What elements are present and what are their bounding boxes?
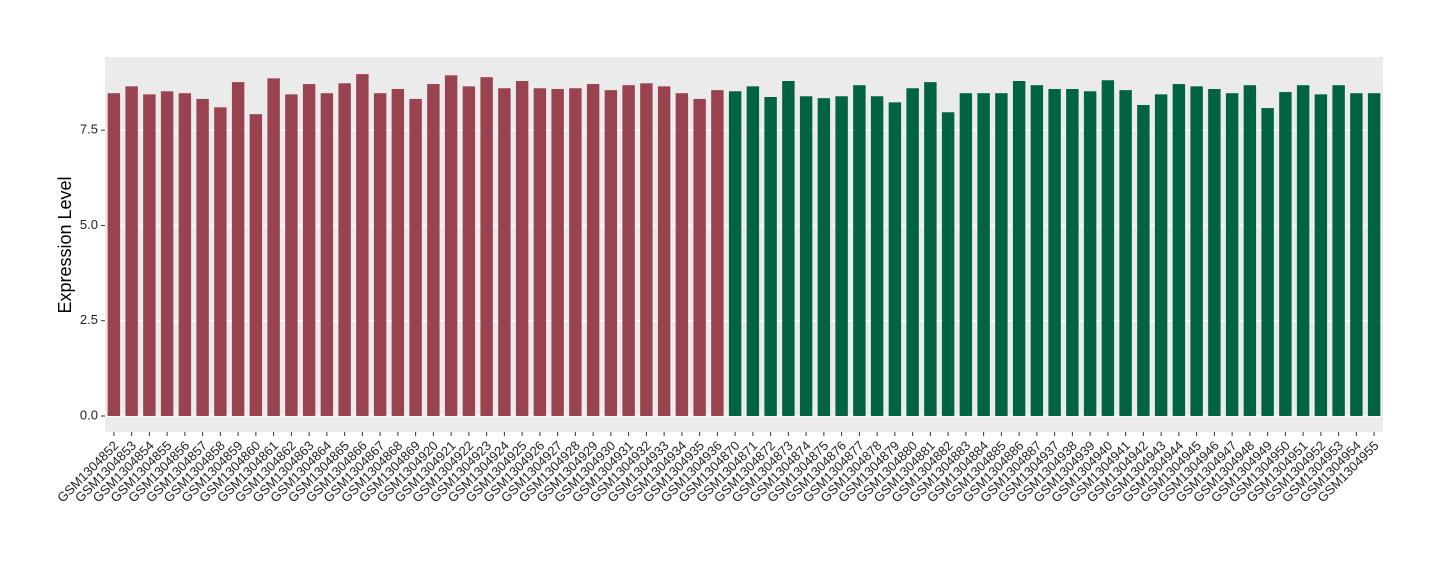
bar	[728, 91, 742, 416]
bar	[107, 93, 121, 416]
bar	[1314, 94, 1328, 416]
bar	[675, 93, 689, 416]
bar	[249, 114, 263, 416]
bar	[746, 86, 760, 416]
bar	[764, 97, 777, 416]
bar	[302, 84, 316, 416]
bar	[657, 86, 671, 416]
bar	[214, 107, 227, 416]
bar	[693, 98, 706, 416]
y-axis-title: Expression Level	[55, 176, 75, 313]
bar	[835, 96, 848, 416]
bar	[143, 94, 156, 416]
bar	[1030, 85, 1044, 416]
bar	[196, 98, 209, 416]
bar	[480, 77, 493, 416]
bar	[569, 88, 582, 416]
y-tick-label: 2.5	[80, 312, 98, 327]
bar	[853, 85, 866, 416]
bar	[1012, 81, 1026, 416]
bar	[1119, 90, 1132, 416]
bar	[1296, 85, 1310, 416]
bar	[409, 98, 422, 416]
bar	[888, 102, 902, 416]
bar	[1350, 93, 1363, 416]
bar	[1154, 94, 1168, 416]
bar	[924, 82, 937, 416]
bar	[1172, 84, 1186, 416]
bar	[1261, 108, 1274, 416]
bar	[1137, 105, 1150, 416]
bar	[462, 86, 476, 416]
bar	[533, 88, 547, 416]
bar	[977, 93, 990, 416]
y-tick-label: 0.0	[80, 407, 98, 422]
bar	[356, 74, 369, 416]
plot-background	[105, 57, 1383, 432]
bar	[586, 84, 600, 416]
bar	[870, 96, 884, 416]
bar	[1243, 85, 1257, 416]
bar	[498, 88, 511, 416]
bar	[959, 93, 973, 416]
bar	[267, 78, 280, 416]
bar	[391, 89, 405, 416]
bar	[604, 90, 618, 416]
y-tick-label: 5.0	[80, 217, 98, 232]
bar	[178, 93, 192, 416]
bar	[515, 81, 529, 416]
bar	[1101, 80, 1115, 416]
bar	[941, 112, 955, 416]
bar	[799, 96, 813, 416]
bar	[640, 83, 653, 416]
bar	[817, 98, 831, 416]
bar	[995, 93, 1008, 416]
bar	[1083, 91, 1097, 416]
bar	[125, 86, 138, 416]
bar	[231, 82, 245, 416]
y-tick-label: 7.5	[80, 122, 98, 137]
bar	[160, 91, 174, 416]
bar	[622, 85, 635, 416]
bar	[1279, 92, 1292, 416]
bar	[551, 89, 564, 416]
bar	[338, 83, 351, 416]
bar	[1048, 89, 1061, 416]
bar	[1367, 93, 1381, 416]
bar	[285, 94, 298, 416]
bar	[1208, 89, 1221, 416]
bar	[427, 84, 440, 416]
bar	[1066, 89, 1079, 416]
bar	[711, 90, 724, 416]
bar	[906, 88, 919, 416]
bar	[373, 93, 387, 416]
bar	[782, 81, 795, 416]
bar	[1190, 86, 1203, 416]
bar	[1225, 93, 1239, 416]
bar	[1332, 85, 1345, 416]
bar	[320, 93, 334, 416]
bar	[444, 75, 458, 416]
